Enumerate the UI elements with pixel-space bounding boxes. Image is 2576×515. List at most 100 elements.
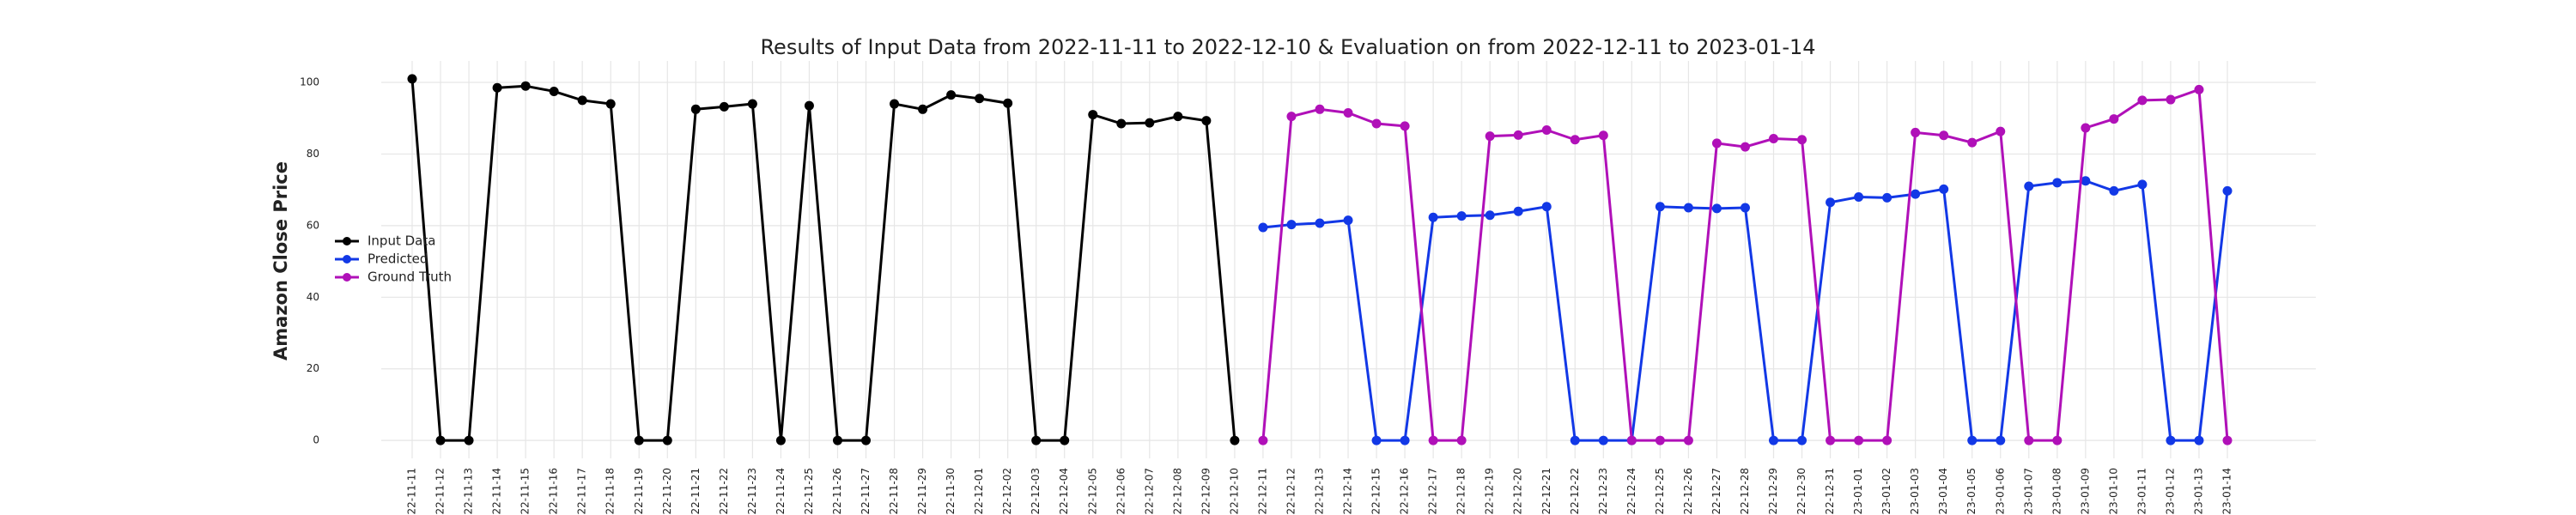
x-tick-label: 2022-11-20 bbox=[661, 468, 673, 515]
x-tick-label: 2022-11-18 bbox=[605, 468, 617, 515]
data-point bbox=[1400, 121, 1410, 131]
data-point bbox=[577, 95, 587, 106]
x-tick-label: 2022-12-08 bbox=[1171, 468, 1183, 515]
data-point bbox=[2109, 114, 2119, 124]
data-point bbox=[1286, 112, 1297, 122]
y-tick-label: 80 bbox=[307, 148, 319, 160]
x-tick-label: 2023-01-10 bbox=[2107, 468, 2119, 515]
x-tick-label: 2022-12-18 bbox=[1455, 468, 1467, 515]
data-point bbox=[2137, 95, 2148, 106]
data-point bbox=[492, 82, 502, 93]
y-tick-label: 60 bbox=[307, 219, 319, 231]
data-point bbox=[1683, 203, 1693, 213]
data-point bbox=[2109, 185, 2119, 196]
data-point bbox=[1456, 211, 1467, 221]
x-tick-label: 2023-01-07 bbox=[2022, 468, 2034, 515]
data-point bbox=[1456, 435, 1467, 445]
data-point bbox=[1145, 118, 1155, 128]
data-point bbox=[1655, 435, 1665, 445]
data-point bbox=[1939, 130, 1949, 141]
data-point bbox=[690, 104, 701, 114]
x-tick-label: 2022-12-28 bbox=[1739, 468, 1751, 515]
data-point bbox=[1371, 118, 1382, 129]
x-tick-label: 2022-12-09 bbox=[1200, 468, 1212, 515]
x-tick-label: 2022-11-16 bbox=[548, 468, 560, 515]
x-tick-label: 2022-12-16 bbox=[1399, 468, 1411, 515]
x-tick-label: 2022-12-15 bbox=[1370, 468, 1382, 515]
x-tick-label: 2022-12-07 bbox=[1143, 468, 1155, 515]
x-tick-label: 2022-12-14 bbox=[1342, 468, 1354, 515]
x-tick-label: 2022-11-15 bbox=[519, 468, 532, 515]
legend-swatch bbox=[343, 237, 351, 245]
data-point bbox=[804, 100, 814, 111]
data-point bbox=[2024, 181, 2034, 191]
legend-swatch bbox=[343, 255, 351, 264]
data-point bbox=[1911, 189, 1921, 199]
x-tick-label: 2022-12-01 bbox=[973, 468, 985, 515]
data-point bbox=[1485, 131, 1495, 142]
data-point bbox=[662, 435, 672, 445]
x-tick-label: 2022-12-02 bbox=[1001, 468, 1013, 515]
data-point bbox=[1173, 112, 1183, 122]
data-point bbox=[2137, 179, 2148, 190]
data-point bbox=[1116, 118, 1127, 129]
x-tick-label: 2022-12-17 bbox=[1427, 468, 1439, 515]
data-point bbox=[2081, 123, 2091, 133]
x-tick-label: 2022-12-24 bbox=[1625, 468, 1637, 515]
data-point bbox=[2052, 435, 2063, 445]
x-tick-label: 2022-12-30 bbox=[1795, 468, 1807, 515]
data-point bbox=[2166, 435, 2176, 445]
data-point bbox=[1967, 435, 1978, 445]
data-point bbox=[1570, 435, 1580, 445]
x-tick-label: 2022-11-19 bbox=[633, 468, 645, 515]
x-tick-label: 2022-12-10 bbox=[1228, 468, 1240, 515]
x-tick-label: 2022-12-20 bbox=[1512, 468, 1524, 515]
legend-label: Input Data bbox=[368, 233, 435, 249]
x-tick-label: 2022-11-29 bbox=[916, 468, 928, 515]
data-point bbox=[1769, 435, 1778, 445]
data-point bbox=[1230, 435, 1240, 445]
data-point bbox=[1882, 435, 1893, 445]
data-point bbox=[1939, 184, 1949, 194]
data-point bbox=[1769, 134, 1778, 144]
data-point bbox=[634, 435, 644, 445]
x-tick-label: 2022-12-31 bbox=[1824, 468, 1836, 515]
data-point bbox=[1343, 107, 1353, 118]
x-tick-label: 2022-12-06 bbox=[1115, 468, 1127, 515]
data-point bbox=[1854, 192, 1864, 203]
data-point bbox=[2194, 84, 2204, 94]
x-tick-label: 2022-11-27 bbox=[860, 468, 872, 515]
x-tick-label: 2023-01-01 bbox=[1852, 468, 1864, 515]
x-tick-label: 2022-12-11 bbox=[1256, 468, 1268, 515]
data-point bbox=[2024, 435, 2034, 445]
x-tick-label: 2023-01-03 bbox=[1909, 468, 1921, 515]
x-tick-label: 2022-12-05 bbox=[1086, 468, 1098, 515]
data-point bbox=[861, 435, 871, 445]
x-tick-label: 2023-01-04 bbox=[1937, 468, 1949, 515]
data-point bbox=[719, 101, 729, 112]
x-tick-label: 2023-01-13 bbox=[2192, 468, 2204, 515]
data-point bbox=[1626, 435, 1637, 445]
data-point bbox=[1826, 435, 1836, 445]
data-point bbox=[1541, 202, 1552, 212]
x-tick-label: 2022-12-03 bbox=[1030, 468, 1042, 515]
data-point bbox=[1428, 212, 1438, 222]
x-tick-label: 2023-01-08 bbox=[2050, 468, 2063, 515]
y-axis-label: Amazon Close Price bbox=[270, 161, 291, 360]
data-point bbox=[2222, 435, 2233, 445]
x-tick-label: 2022-12-29 bbox=[1767, 468, 1779, 515]
x-tick-label: 2022-12-12 bbox=[1285, 468, 1297, 515]
data-point bbox=[1711, 138, 1722, 148]
legend-swatch bbox=[343, 273, 351, 282]
data-point bbox=[1598, 435, 1608, 445]
x-tick-label: 2022-12-25 bbox=[1654, 468, 1666, 515]
data-point bbox=[1655, 202, 1665, 212]
x-tick-label: 2022-11-13 bbox=[463, 468, 475, 515]
data-point bbox=[832, 435, 842, 445]
x-tick-label: 2022-12-13 bbox=[1314, 468, 1326, 515]
data-point bbox=[1570, 135, 1580, 145]
data-point bbox=[1996, 126, 2006, 136]
data-point bbox=[1343, 215, 1353, 226]
x-tick-label: 2022-11-11 bbox=[406, 468, 418, 515]
data-point bbox=[2052, 178, 2063, 188]
